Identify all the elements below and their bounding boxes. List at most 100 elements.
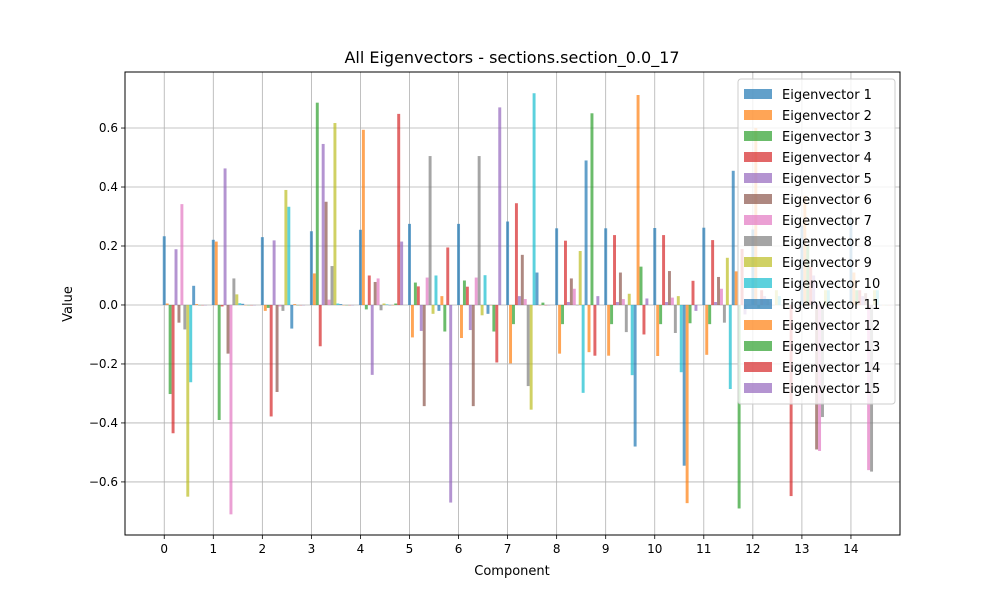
bar bbox=[189, 305, 192, 382]
bar bbox=[414, 283, 417, 305]
bar bbox=[674, 305, 677, 333]
bar bbox=[625, 305, 628, 332]
x-axis-label: Component bbox=[474, 564, 549, 579]
bar bbox=[564, 241, 567, 305]
legend-swatch bbox=[744, 278, 772, 288]
legend-label: Eigenvector 8 bbox=[782, 235, 872, 250]
bar bbox=[645, 298, 648, 304]
bar bbox=[702, 228, 705, 305]
bar bbox=[446, 247, 449, 305]
bar bbox=[359, 230, 362, 305]
bar bbox=[573, 289, 576, 305]
legend-swatch bbox=[744, 299, 772, 309]
bar bbox=[579, 251, 582, 305]
bar bbox=[175, 249, 178, 305]
legend-swatch bbox=[744, 194, 772, 204]
legend-label: Eigenvector 4 bbox=[782, 151, 872, 166]
bar bbox=[604, 228, 607, 305]
legend-swatch bbox=[744, 362, 772, 372]
y-tick-label: 0.4 bbox=[99, 180, 118, 194]
legend-label: Eigenvector 10 bbox=[782, 277, 880, 292]
bar bbox=[536, 273, 539, 305]
x-tick-label: 10 bbox=[647, 542, 662, 556]
legend-swatch bbox=[744, 131, 772, 141]
bar bbox=[506, 222, 509, 305]
x-tick-label: 4 bbox=[357, 542, 365, 556]
y-tick-label: 0.6 bbox=[99, 121, 118, 135]
bar bbox=[656, 305, 659, 356]
legend-label: Eigenvector 7 bbox=[782, 214, 872, 229]
bar bbox=[429, 156, 432, 305]
bar bbox=[653, 228, 656, 305]
bar bbox=[319, 305, 322, 346]
bar bbox=[264, 305, 267, 311]
bar bbox=[561, 305, 564, 324]
bar bbox=[714, 302, 717, 305]
bar bbox=[374, 282, 377, 305]
bar bbox=[628, 294, 631, 305]
bar bbox=[735, 271, 738, 305]
x-tick-label: 2 bbox=[259, 542, 267, 556]
bar bbox=[281, 305, 284, 311]
bar bbox=[616, 302, 619, 305]
bar bbox=[593, 305, 596, 356]
bar bbox=[555, 228, 558, 305]
bar bbox=[680, 305, 683, 372]
bar bbox=[686, 305, 689, 503]
bar bbox=[677, 296, 680, 305]
legend-swatch bbox=[744, 320, 772, 330]
bar bbox=[432, 305, 435, 314]
bar bbox=[717, 277, 720, 305]
bar bbox=[443, 305, 446, 332]
bar bbox=[224, 168, 227, 305]
bar bbox=[729, 305, 732, 389]
bar bbox=[530, 305, 533, 410]
legend-swatch bbox=[744, 110, 772, 120]
bar bbox=[634, 305, 637, 447]
x-tick-label: 6 bbox=[455, 542, 463, 556]
x-tick-label: 9 bbox=[602, 542, 610, 556]
bar bbox=[215, 242, 218, 305]
legend-swatch bbox=[744, 341, 772, 351]
y-tick-label: 0.0 bbox=[99, 298, 118, 312]
x-tick-label: 12 bbox=[745, 542, 760, 556]
bar bbox=[183, 305, 186, 329]
bar bbox=[166, 304, 169, 305]
legend-label: Eigenvector 5 bbox=[782, 172, 872, 187]
bar bbox=[732, 171, 735, 305]
y-tick-label: −0.6 bbox=[89, 475, 118, 489]
bar bbox=[276, 305, 279, 392]
bar bbox=[177, 305, 180, 323]
bar bbox=[683, 305, 686, 466]
bar bbox=[463, 280, 466, 304]
bar bbox=[273, 240, 276, 305]
bar bbox=[235, 294, 238, 305]
legend-label: Eigenvector 13 bbox=[782, 340, 880, 355]
bar bbox=[328, 300, 331, 305]
bar bbox=[172, 305, 175, 433]
bar bbox=[457, 224, 460, 305]
bar bbox=[287, 207, 290, 305]
bar bbox=[408, 224, 411, 305]
bar bbox=[383, 304, 386, 305]
bar bbox=[227, 305, 230, 354]
bar bbox=[708, 305, 711, 324]
bar bbox=[558, 305, 561, 354]
bar bbox=[195, 304, 198, 305]
x-tick-label: 14 bbox=[843, 542, 858, 556]
bar bbox=[397, 114, 400, 305]
bar bbox=[449, 305, 452, 503]
bar bbox=[238, 303, 241, 305]
bar bbox=[484, 275, 487, 305]
bar bbox=[336, 304, 339, 305]
x-tick-label: 1 bbox=[209, 542, 217, 556]
y-tick-label: 0.2 bbox=[99, 239, 118, 253]
legend-swatch bbox=[744, 383, 772, 393]
bar bbox=[229, 305, 232, 514]
legend-swatch bbox=[744, 215, 772, 225]
bar bbox=[440, 296, 443, 305]
bar bbox=[460, 305, 463, 338]
legend-swatch bbox=[744, 236, 772, 246]
